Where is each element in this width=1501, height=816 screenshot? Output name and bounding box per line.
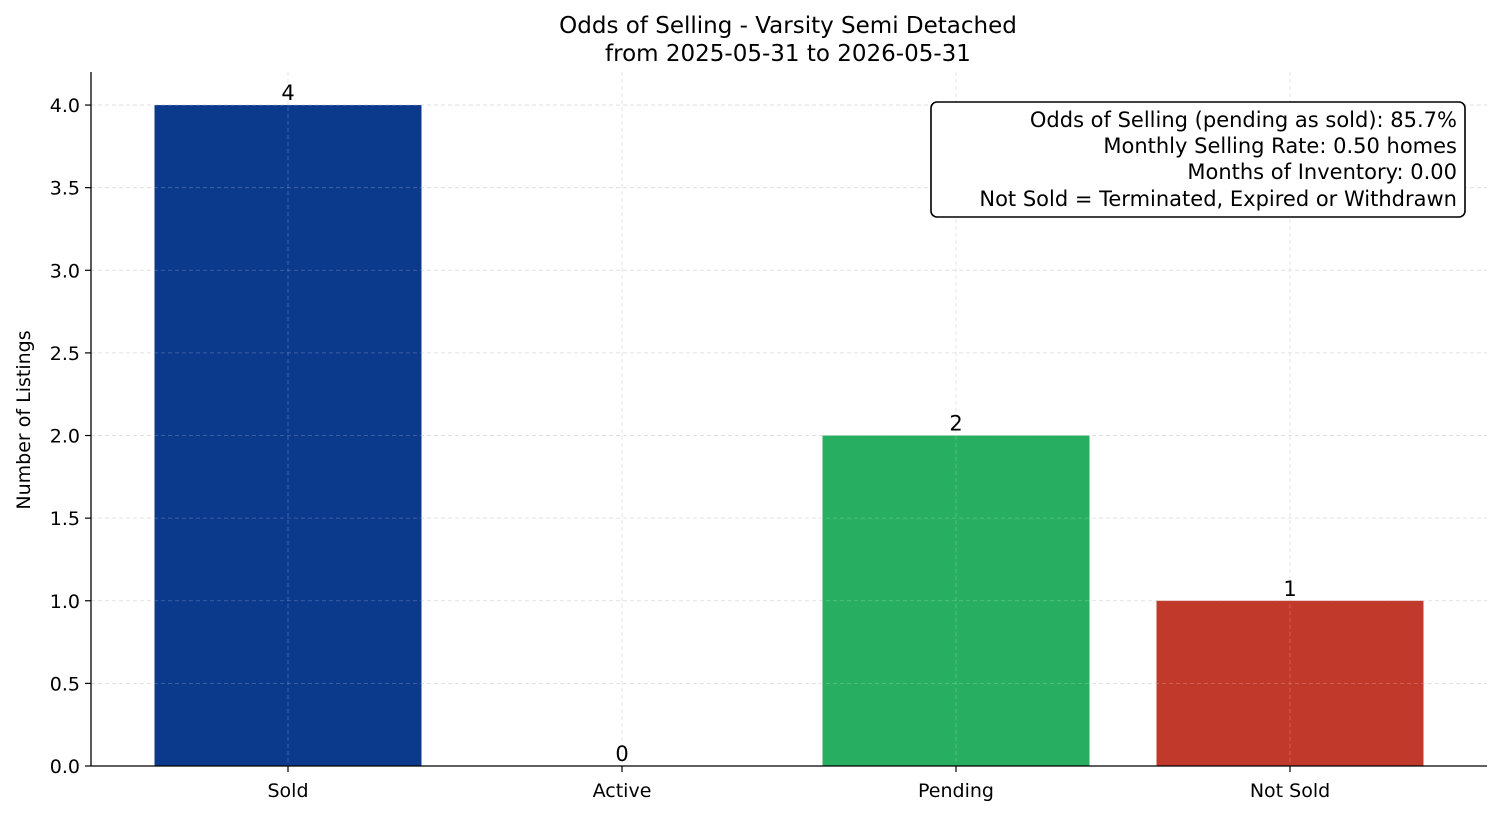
y-tick-label: 3.5 [50,178,80,200]
x-tick-label: Pending [918,780,994,802]
x-tick-label: Active [593,780,652,802]
bar-value-label: 0 [615,742,628,766]
y-tick-label: 1.0 [50,591,80,613]
info-box: Odds of Selling (pending as sold): 85.7%… [930,101,1466,218]
y-tick-label: 2.5 [50,343,80,365]
data-labels: 4 0 2 1 [281,81,1296,766]
y-tick-label: 1.5 [50,508,80,530]
info-line-odds: Odds of Selling (pending as sold): 85.7% [1030,108,1457,132]
info-box-frame [930,101,1466,218]
x-tick-label: Not Sold [1250,780,1330,802]
chart-subtitle: from 2025-05-31 to 2026-05-31 [605,41,971,67]
info-line-rate: Monthly Selling Rate: 0.50 homes [1103,134,1457,158]
info-line-not-sold-note: Not Sold = Terminated, Expired or Withdr… [979,187,1457,211]
bar-value-label: 2 [949,412,962,436]
y-tick-label: 0.5 [50,673,80,695]
ticks: 0.0 0.5 1.0 1.5 2.0 2.5 3.0 3.5 4.0 Sold Active Pen… [50,95,1330,802]
y-tick-label: 2.0 [50,426,80,448]
y-tick-label: 4.0 [50,95,80,117]
bar-not-sold [1156,600,1424,766]
bar-value-label: 1 [1283,577,1296,601]
bar-pending [822,435,1090,766]
y-axis-label: Number of Listings [13,330,35,509]
y-tick-label: 0.0 [50,756,80,778]
x-tick-label: Sold [267,780,308,802]
bars [154,105,1424,767]
bar-value-label: 4 [281,81,294,105]
y-tick-label: 3.0 [50,260,80,282]
chart-title: Odds of Selling - Varsity Semi Detached [559,13,1017,39]
bar-sold [154,105,422,767]
info-line-inventory: Months of Inventory: 0.00 [1187,160,1457,184]
